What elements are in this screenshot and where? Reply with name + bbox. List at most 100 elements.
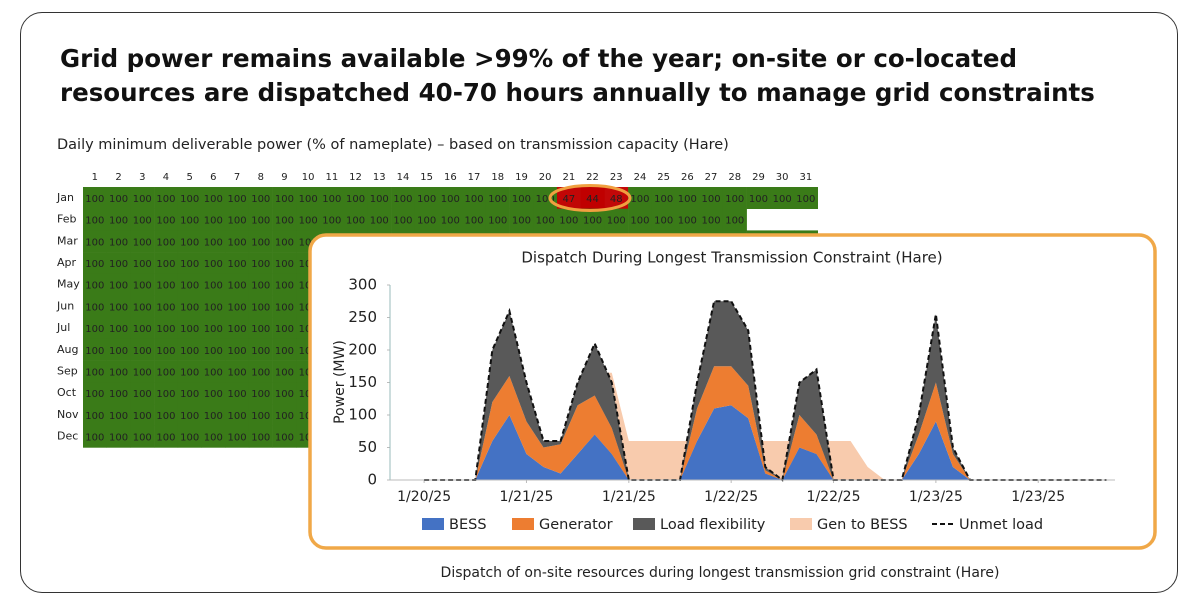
heat-cell	[201, 273, 226, 296]
x-tick-label: 1/23/25	[909, 489, 963, 505]
heat-cell	[770, 187, 795, 209]
heat-cell	[651, 187, 676, 209]
cell-label: 100	[204, 324, 223, 335]
column-label: 3	[139, 172, 145, 183]
heat-cell	[272, 252, 297, 275]
cell-label: 100	[109, 411, 128, 422]
column-label: 17	[468, 172, 481, 183]
heat-cell	[83, 404, 107, 426]
heat-cell	[462, 208, 487, 231]
heat-cell	[225, 425, 250, 448]
column-label: 23	[610, 172, 623, 183]
caption: Dispatch of on-site resources during lon…	[441, 565, 1000, 581]
heat-cell	[106, 295, 131, 318]
cell-label: 100	[251, 259, 270, 270]
heat-cell	[154, 208, 179, 231]
cell-label: 100	[630, 216, 649, 227]
heat-cell	[154, 382, 179, 405]
heat-cell	[675, 187, 700, 209]
heat-cell	[83, 295, 107, 318]
column-label: 10	[302, 172, 315, 183]
heat-cell	[225, 273, 250, 296]
cell-label: 100	[228, 346, 247, 357]
area	[424, 366, 1107, 480]
heat-cell	[485, 208, 510, 231]
cell-label: 100	[180, 324, 199, 335]
cell-label: 100	[275, 389, 294, 400]
legend-label: Gen to BESS	[817, 517, 908, 533]
heat-cell	[367, 208, 392, 231]
column-label: 9	[281, 172, 287, 183]
column-label: 18	[491, 172, 504, 183]
column-label: 22	[586, 172, 599, 183]
x-tick-label: 1/21/25	[602, 489, 656, 505]
cell-label: 100	[322, 216, 341, 227]
cell-label: 100	[322, 194, 341, 205]
x-tick-label: 1/23/25	[1011, 489, 1065, 505]
cell-label: 100	[251, 216, 270, 227]
cell-label: 100	[180, 389, 199, 400]
heat-cell	[201, 404, 226, 426]
cell-label: 100	[393, 194, 412, 205]
column-label: 21	[562, 172, 575, 183]
cell-label: 100	[512, 216, 531, 227]
heat-cell	[154, 295, 179, 318]
column-label: 27	[705, 172, 718, 183]
heat-cell	[106, 208, 131, 231]
cell-label: 100	[678, 216, 697, 227]
cell-label: 100	[204, 367, 223, 378]
cell-label: 100	[156, 259, 175, 270]
heat-cell	[106, 360, 131, 383]
cell-label: 100	[536, 216, 555, 227]
y-tick-label: 0	[367, 471, 377, 489]
heat-cell	[225, 360, 250, 383]
heat-cell	[225, 404, 250, 426]
area	[424, 405, 1107, 480]
cell-label: 100	[299, 281, 318, 292]
x-tick-label: 1/21/25	[499, 489, 553, 505]
cell-label: 100	[109, 237, 128, 248]
row-label: Feb	[57, 213, 76, 226]
cell-label: 100	[251, 389, 270, 400]
heat-cell	[248, 425, 273, 448]
heat-cell	[248, 317, 273, 340]
cell-label: 100	[702, 194, 721, 205]
column-label: 4	[163, 172, 169, 183]
column-label: 12	[349, 172, 362, 183]
cell-label: 100	[251, 346, 270, 357]
cell-label: 100	[133, 281, 152, 292]
heat-cell	[320, 187, 344, 209]
heat-cell	[272, 317, 297, 340]
heat-cell	[272, 360, 297, 383]
row-label: Jan	[56, 191, 74, 204]
heat-cell	[83, 273, 107, 296]
heat-cell	[225, 187, 250, 209]
cell-label: 100	[133, 216, 152, 227]
cell-label: 100	[275, 302, 294, 313]
heat-cell	[746, 187, 771, 209]
column-label: 29	[752, 172, 765, 183]
column-label: 5	[186, 172, 192, 183]
cell-label: 100	[133, 346, 152, 357]
heat-cell	[580, 187, 605, 209]
cell-label: 100	[251, 367, 270, 378]
cell-label: 100	[204, 259, 223, 270]
heat-cell	[272, 382, 297, 405]
cell-label: 100	[109, 433, 128, 444]
heat-cell	[130, 273, 155, 296]
legend-swatch	[512, 518, 534, 530]
cell-label: 100	[204, 411, 223, 422]
cell-label: 100	[299, 259, 318, 270]
heat-cell	[201, 252, 226, 275]
cell-label: 100	[275, 281, 294, 292]
heat-cell	[201, 360, 226, 383]
cell-label: 100	[678, 194, 697, 205]
heat-cell	[604, 187, 629, 209]
column-label: 20	[539, 172, 552, 183]
cell-label: 100	[85, 367, 104, 378]
cell-label: 100	[180, 281, 199, 292]
heatmap-title: Daily minimum deliverable power (% of na…	[57, 137, 729, 153]
heat-cell	[248, 295, 273, 318]
heat-cell	[391, 187, 416, 209]
cell-label: 100	[251, 194, 270, 205]
